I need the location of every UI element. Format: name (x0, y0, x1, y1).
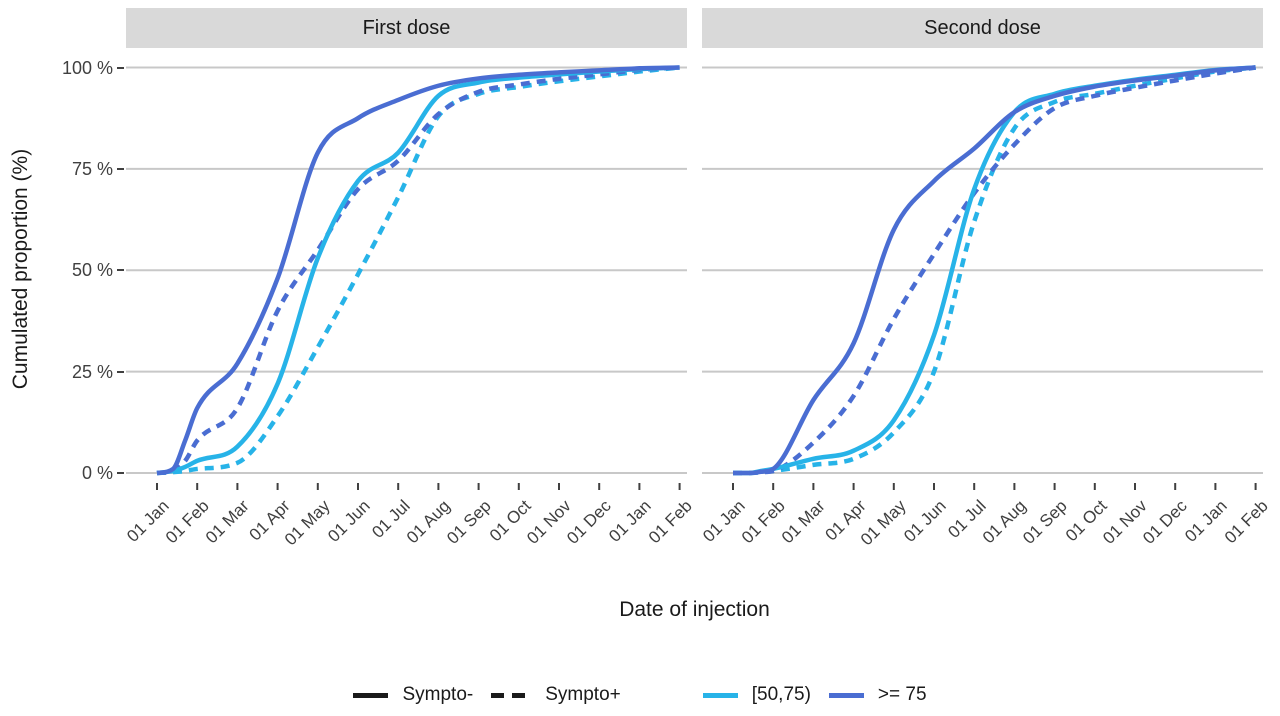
dashed-line-key (491, 692, 532, 698)
series-line-second-dose-75-sympto (732, 65, 1256, 476)
solid-line-key (828, 692, 864, 698)
y-tick-label-75: 75 % (71, 158, 113, 179)
panel-first-dose (126, 65, 687, 490)
facet-strip-second-dose-label: Second dose (924, 16, 1041, 39)
y-tick-mark (117, 472, 124, 474)
y-tick-label-100: 100 % (61, 57, 113, 78)
legend-item-75: >= 75 (828, 684, 927, 706)
legend-label-75: >= 75 (877, 684, 927, 705)
facet-strip-first-dose-label: First dose (362, 16, 451, 39)
solid-line-key (353, 692, 389, 698)
panel-second-dose (702, 65, 1263, 490)
y-tick-mark (117, 370, 124, 373)
legend-label-sympto: Sympto- (402, 684, 474, 705)
chart-legend: Sympto- Sympto+ [50,75) >= 75 (0, 678, 1280, 712)
y-tick-mark (117, 66, 124, 69)
series-line-first-dose-75-sympto (156, 65, 680, 476)
y-tick-mark (117, 167, 124, 170)
series-line-first-dose-75-sympto (156, 65, 680, 476)
legend-item-sympto: Sympto+ (491, 684, 621, 706)
y-tick-label-0: 0 % (81, 463, 113, 483)
solid-line-key (702, 692, 738, 698)
facet-strip-first-dose: First dose (126, 8, 687, 48)
y-tick-label-25: 25 % (71, 361, 113, 382)
y-tick-label-50: 50 % (71, 260, 113, 281)
legend-label-sympto: Sympto+ (545, 684, 621, 705)
x-axis-title: Date of injection (619, 598, 770, 621)
y-tick-mark (117, 269, 124, 272)
series-line-first-dose-50-75-sympto (156, 65, 680, 476)
legend-item-sympto: Sympto- (353, 684, 473, 706)
legend-label-50-75: [50,75) (751, 684, 811, 705)
facet-strip-second-dose: Second dose (702, 8, 1263, 48)
legend-item-50-75: [50,75) (702, 684, 811, 706)
